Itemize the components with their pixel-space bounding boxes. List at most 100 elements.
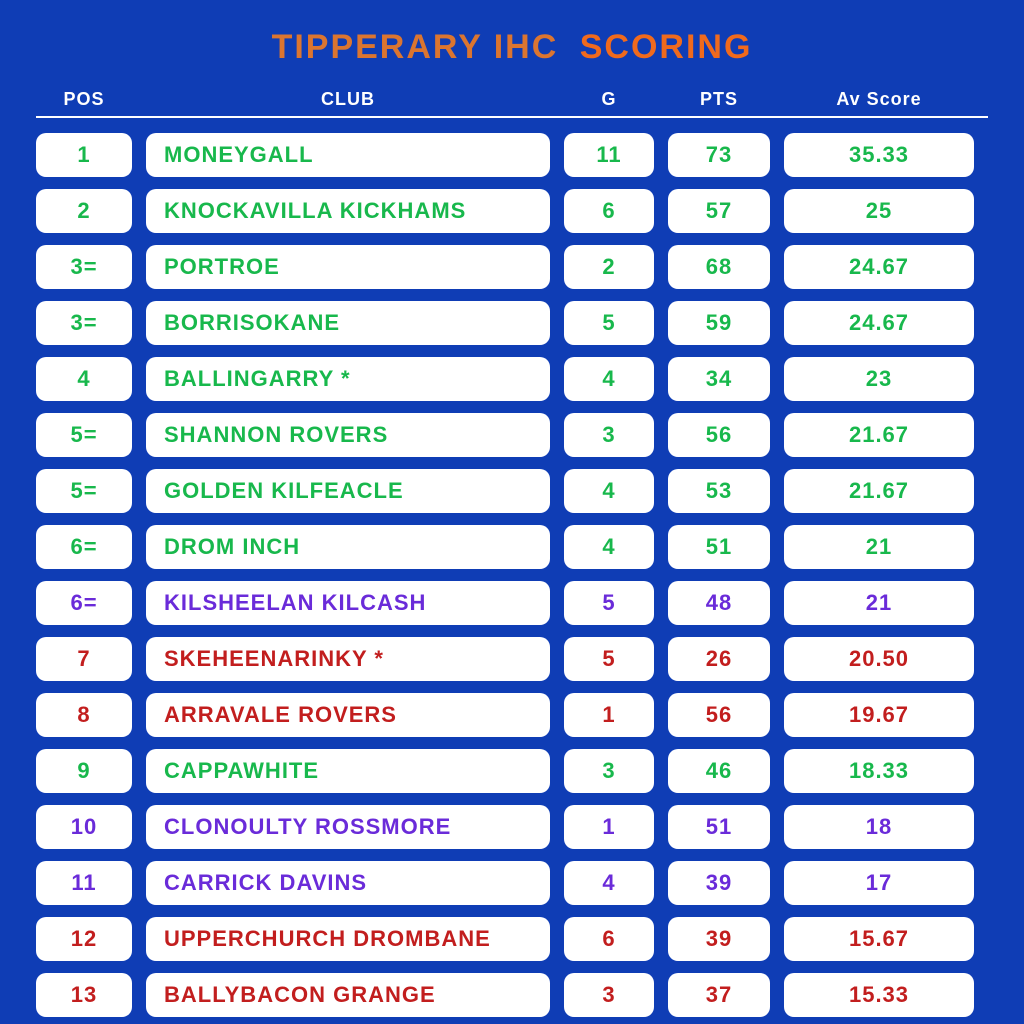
cell-av: 20.50 bbox=[784, 637, 974, 681]
table-row: 5=GOLDEN KILFEACLE45321.67 bbox=[36, 468, 988, 514]
cell-g: 6 bbox=[564, 917, 654, 961]
cell-av: 19.67 bbox=[784, 693, 974, 737]
cell-pos: 3= bbox=[36, 301, 132, 345]
cell-pts: 51 bbox=[668, 805, 770, 849]
cell-pts: 39 bbox=[668, 917, 770, 961]
cell-pos: 11 bbox=[36, 861, 132, 905]
table-row: 6= KILSHEELAN KILCASH 5 48 21 bbox=[36, 580, 988, 626]
cell-pts: 68 bbox=[668, 245, 770, 289]
cell-pos: 3= bbox=[36, 245, 132, 289]
table-row: 3= BORRISOKANE 5 59 24.67 bbox=[36, 300, 988, 346]
cell-av: 21 bbox=[784, 525, 974, 569]
page: TIPPERARY IHC SCORING POS CLUB G PTS Av … bbox=[0, 0, 1024, 1024]
cell-club: SHANNON ROVERS bbox=[146, 413, 550, 457]
cell-pts: 48 bbox=[668, 581, 770, 625]
cell-av: 23 bbox=[784, 357, 974, 401]
cell-club: BALLINGARRY * bbox=[146, 357, 550, 401]
cell-g: 11 bbox=[564, 133, 654, 177]
cell-pos: 5= bbox=[36, 413, 132, 457]
cell-g: 5 bbox=[564, 301, 654, 345]
cell-pos: 8 bbox=[36, 693, 132, 737]
cell-av: 21.67 bbox=[784, 469, 974, 513]
cell-av: 24.67 bbox=[784, 301, 974, 345]
cell-av: 25 bbox=[784, 189, 974, 233]
cell-pts: 46 bbox=[668, 749, 770, 793]
cell-av: 21 bbox=[784, 581, 974, 625]
title-line2: SCORING bbox=[580, 28, 753, 66]
cell-g: 3 bbox=[564, 973, 654, 1017]
table-header: POS CLUB G PTS Av Score bbox=[36, 83, 988, 118]
cell-pts: 57 bbox=[668, 189, 770, 233]
cell-pos: 5= bbox=[36, 469, 132, 513]
cell-club: BALLYBACON GRANGE bbox=[146, 973, 550, 1017]
cell-g: 2 bbox=[564, 245, 654, 289]
col-header-pos: POS bbox=[36, 89, 132, 110]
col-header-club: CLUB bbox=[146, 89, 550, 110]
cell-pts: 56 bbox=[668, 693, 770, 737]
cell-g: 3 bbox=[564, 413, 654, 457]
cell-g: 5 bbox=[564, 637, 654, 681]
cell-club: CARRICK DAVINS bbox=[146, 861, 550, 905]
cell-club: CLONOULTY ROSSMORE bbox=[146, 805, 550, 849]
cell-pos: 7 bbox=[36, 637, 132, 681]
cell-pos: 6= bbox=[36, 581, 132, 625]
table-row: 10CLONOULTY ROSSMORE15118 bbox=[36, 804, 988, 850]
table-row: 12UPPERCHURCH DROMBANE63915.67 bbox=[36, 916, 988, 962]
cell-club: UPPERCHURCH DROMBANE bbox=[146, 917, 550, 961]
table-row: 13 BALLYBACON GRANGE 3 37 15.33 bbox=[36, 972, 988, 1018]
table-row: 3= PORTROE 2 68 24.67 bbox=[36, 244, 988, 290]
col-header-g: G bbox=[564, 89, 654, 110]
cell-pts: 26 bbox=[668, 637, 770, 681]
cell-av: 21.67 bbox=[784, 413, 974, 457]
cell-club: CAPPAWHITE bbox=[146, 749, 550, 793]
cell-av: 24.67 bbox=[784, 245, 974, 289]
cell-g: 4 bbox=[564, 861, 654, 905]
cell-av: 18.33 bbox=[784, 749, 974, 793]
cell-pos: 2 bbox=[36, 189, 132, 233]
table-row: 8 ARRAVALE ROVERS 1 56 19.67 bbox=[36, 692, 988, 738]
cell-club: KILSHEELAN KILCASH bbox=[146, 581, 550, 625]
cell-g: 1 bbox=[564, 693, 654, 737]
table-body: 1MONEYGALL117335.332KNOCKAVILLA KICKHAMS… bbox=[36, 132, 988, 1018]
cell-pos: 4 bbox=[36, 357, 132, 401]
cell-pos: 9 bbox=[36, 749, 132, 793]
cell-g: 6 bbox=[564, 189, 654, 233]
cell-club: KNOCKAVILLA KICKHAMS bbox=[146, 189, 550, 233]
cell-pos: 1 bbox=[36, 133, 132, 177]
cell-pts: 53 bbox=[668, 469, 770, 513]
cell-pts: 56 bbox=[668, 413, 770, 457]
cell-club: ARRAVALE ROVERS bbox=[146, 693, 550, 737]
cell-av: 17 bbox=[784, 861, 974, 905]
cell-club: PORTROE bbox=[146, 245, 550, 289]
cell-av: 15.33 bbox=[784, 973, 974, 1017]
cell-club: DROM INCH bbox=[146, 525, 550, 569]
table-row: 2 KNOCKAVILLA KICKHAMS 6 57 25 bbox=[36, 188, 988, 234]
cell-pos: 13 bbox=[36, 973, 132, 1017]
table-row: 11CARRICK DAVINS43917 bbox=[36, 860, 988, 906]
cell-g: 4 bbox=[564, 357, 654, 401]
cell-av: 35.33 bbox=[784, 133, 974, 177]
table-row: 7 SKEHEENARINKY * 5 26 20.50 bbox=[36, 636, 988, 682]
page-title: TIPPERARY IHC SCORING bbox=[36, 28, 988, 67]
table-row: 5= SHANNON ROVERS 3 56 21.67 bbox=[36, 412, 988, 458]
cell-g: 5 bbox=[564, 581, 654, 625]
cell-pts: 37 bbox=[668, 973, 770, 1017]
cell-g: 4 bbox=[564, 525, 654, 569]
cell-pts: 73 bbox=[668, 133, 770, 177]
cell-pos: 12 bbox=[36, 917, 132, 961]
cell-pos: 6= bbox=[36, 525, 132, 569]
table-row: 6= DROM INCH 4 51 21 bbox=[36, 524, 988, 570]
cell-pts: 51 bbox=[668, 525, 770, 569]
cell-club: GOLDEN KILFEACLE bbox=[146, 469, 550, 513]
cell-pos: 10 bbox=[36, 805, 132, 849]
cell-club: BORRISOKANE bbox=[146, 301, 550, 345]
cell-pts: 59 bbox=[668, 301, 770, 345]
title-line1: TIPPERARY IHC bbox=[272, 28, 559, 66]
cell-av: 18 bbox=[784, 805, 974, 849]
cell-g: 3 bbox=[564, 749, 654, 793]
table-row: 1 MONEYGALL 11 73 35.33 bbox=[36, 132, 988, 178]
cell-club: MONEYGALL bbox=[146, 133, 550, 177]
cell-club: SKEHEENARINKY * bbox=[146, 637, 550, 681]
col-header-pts: PTS bbox=[668, 89, 770, 110]
table-row: 9 CAPPAWHITE 3 46 18.33 bbox=[36, 748, 988, 794]
